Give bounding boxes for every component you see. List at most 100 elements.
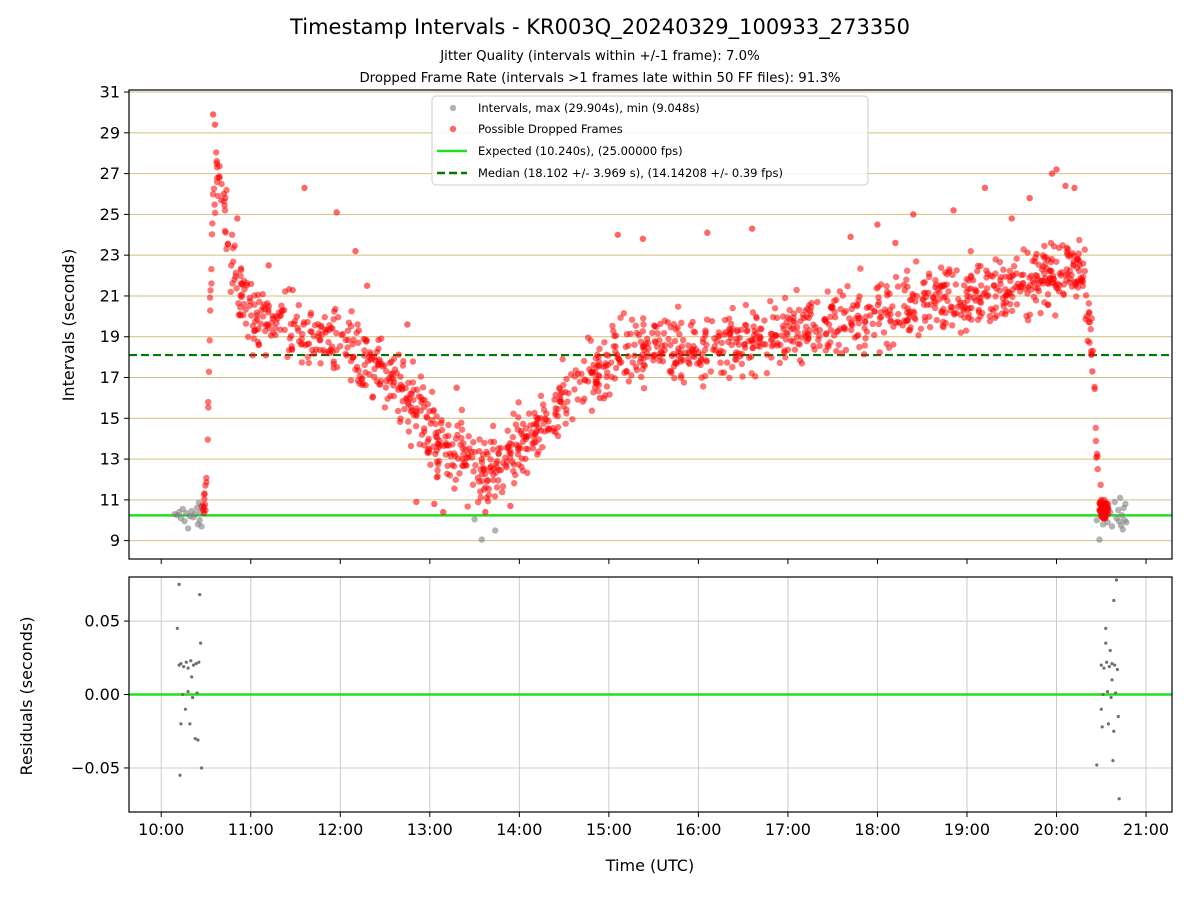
dropped-frame-point <box>1039 263 1047 270</box>
legend-marker-dropped <box>449 125 457 133</box>
dropped-frame-point <box>278 302 285 309</box>
dropped-frame-point <box>743 328 750 335</box>
dropped-frame-point <box>670 321 678 328</box>
dropped-frame-point <box>338 331 345 339</box>
dropped-frame-point <box>560 381 567 389</box>
dropped-frame-point <box>910 292 917 299</box>
residual-point <box>1110 662 1114 666</box>
dropped-frame-point <box>713 338 720 345</box>
x-tick-label: 20:00 <box>1033 820 1079 839</box>
residual-point <box>1113 691 1118 695</box>
dropped-frame-point <box>753 313 760 320</box>
dropped-frame-point <box>701 346 709 354</box>
dropped-frame-point <box>321 313 328 321</box>
dropped-frame-point <box>539 443 546 451</box>
dropped-frame-point <box>763 369 771 377</box>
dropped-frame-point <box>269 312 277 320</box>
x-tick-label: 13:00 <box>407 820 453 839</box>
dropped-frame-point <box>778 332 785 339</box>
dropped-frame-point <box>588 368 595 375</box>
y-tick-label: −0.05 <box>71 758 120 777</box>
dropped-frame-point <box>458 426 466 433</box>
dropped-frame-point <box>557 398 564 406</box>
dropped-frame-point <box>747 337 755 344</box>
dropped-frame-point <box>699 383 707 390</box>
dropped-frame-point <box>804 330 811 337</box>
dropped-frame-point <box>320 346 327 354</box>
interval-point <box>1108 523 1116 530</box>
dropped-frame-point <box>427 461 434 468</box>
dropped-frame-point <box>1006 300 1014 308</box>
dropped-frame-point <box>298 359 306 366</box>
dropped-frame-point <box>417 407 424 414</box>
dropped-frame-point <box>1089 347 1097 355</box>
dropped-frame-point <box>605 352 612 359</box>
y-tick-label: 9 <box>110 531 120 550</box>
y-tick-label: 29 <box>100 123 120 142</box>
dropped-frame-point <box>617 314 624 321</box>
dropped-frame-point <box>997 281 1004 288</box>
dropped-frame-point <box>1082 315 1089 323</box>
dropped-frame-point <box>702 357 710 364</box>
dropped-frame-point <box>383 367 390 375</box>
dropped-frame-point <box>205 404 212 411</box>
dropped-frame-point <box>1045 301 1052 308</box>
top-x-axis-ticks <box>160 559 1147 564</box>
dropped-frame-point <box>627 330 634 337</box>
dropped-frame-point <box>484 477 491 485</box>
dropped-frame-point <box>749 344 757 352</box>
dropped-frame-point <box>490 471 497 478</box>
dropped-frame-point <box>749 309 757 316</box>
dropped-frame-point <box>366 371 373 378</box>
residual-point <box>195 691 199 695</box>
interval-point <box>1096 536 1103 543</box>
dropped-frame-point <box>209 111 217 118</box>
dropped-frame-point <box>489 446 497 453</box>
dropped-frame-point <box>989 307 997 314</box>
dropped-frame-point <box>906 326 914 334</box>
residual-point <box>191 663 196 667</box>
dropped-frame-point <box>404 399 412 406</box>
bottom-x-axis-ticks: 10:00 11:00 12:00 13:00 14:00 15:00 16:00 17:00… <box>138 812 1169 839</box>
dropped-frame-point <box>639 328 647 335</box>
dropped-frame-point <box>786 306 793 314</box>
dropped-frame-point <box>629 359 636 366</box>
dropped-frame-point <box>875 294 882 301</box>
dropped-frame-point <box>665 335 672 343</box>
dropped-frame-point <box>255 341 262 349</box>
dropped-frame-point <box>432 429 439 437</box>
dropped-frame-point <box>552 405 559 412</box>
dropped-frame-point <box>842 307 849 315</box>
dropped-frame-point <box>545 425 552 432</box>
dropped-frame-point <box>527 422 534 429</box>
dropped-frame-point <box>750 323 757 330</box>
dropped-frame-point <box>385 375 393 382</box>
dropped-frame-point <box>1071 184 1078 192</box>
dropped-frame-point <box>495 450 502 457</box>
x-tick-label: 18:00 <box>854 820 900 839</box>
dropped-frame-point <box>211 209 219 216</box>
y-tick-label: 31 <box>100 83 120 102</box>
dropped-frame-point <box>259 290 266 298</box>
dropped-frame-point <box>328 343 336 350</box>
dropped-frame-point <box>490 477 497 484</box>
x-tick-label: 12:00 <box>317 820 363 839</box>
dropped-frame-point <box>920 279 927 287</box>
dropped-frame-point <box>851 334 859 341</box>
dropped-frame-point <box>653 323 660 331</box>
dropped-frame-point <box>691 353 698 361</box>
dropped-frame-point <box>1097 481 1104 489</box>
dropped-frame-point <box>763 351 771 358</box>
dropped-frame-point <box>871 308 878 315</box>
dropped-frame-point <box>257 320 264 327</box>
dropped-frame-point <box>554 424 562 431</box>
dropped-frame-point <box>748 370 755 377</box>
dropped-frame-point <box>997 273 1005 281</box>
dropped-frame-point <box>603 383 611 390</box>
dropped-frame-point <box>581 395 588 402</box>
dropped-frame-point <box>804 335 812 342</box>
interval-point <box>1123 519 1130 526</box>
dropped-frame-point <box>920 301 928 308</box>
dropped-frame-point <box>304 340 311 348</box>
